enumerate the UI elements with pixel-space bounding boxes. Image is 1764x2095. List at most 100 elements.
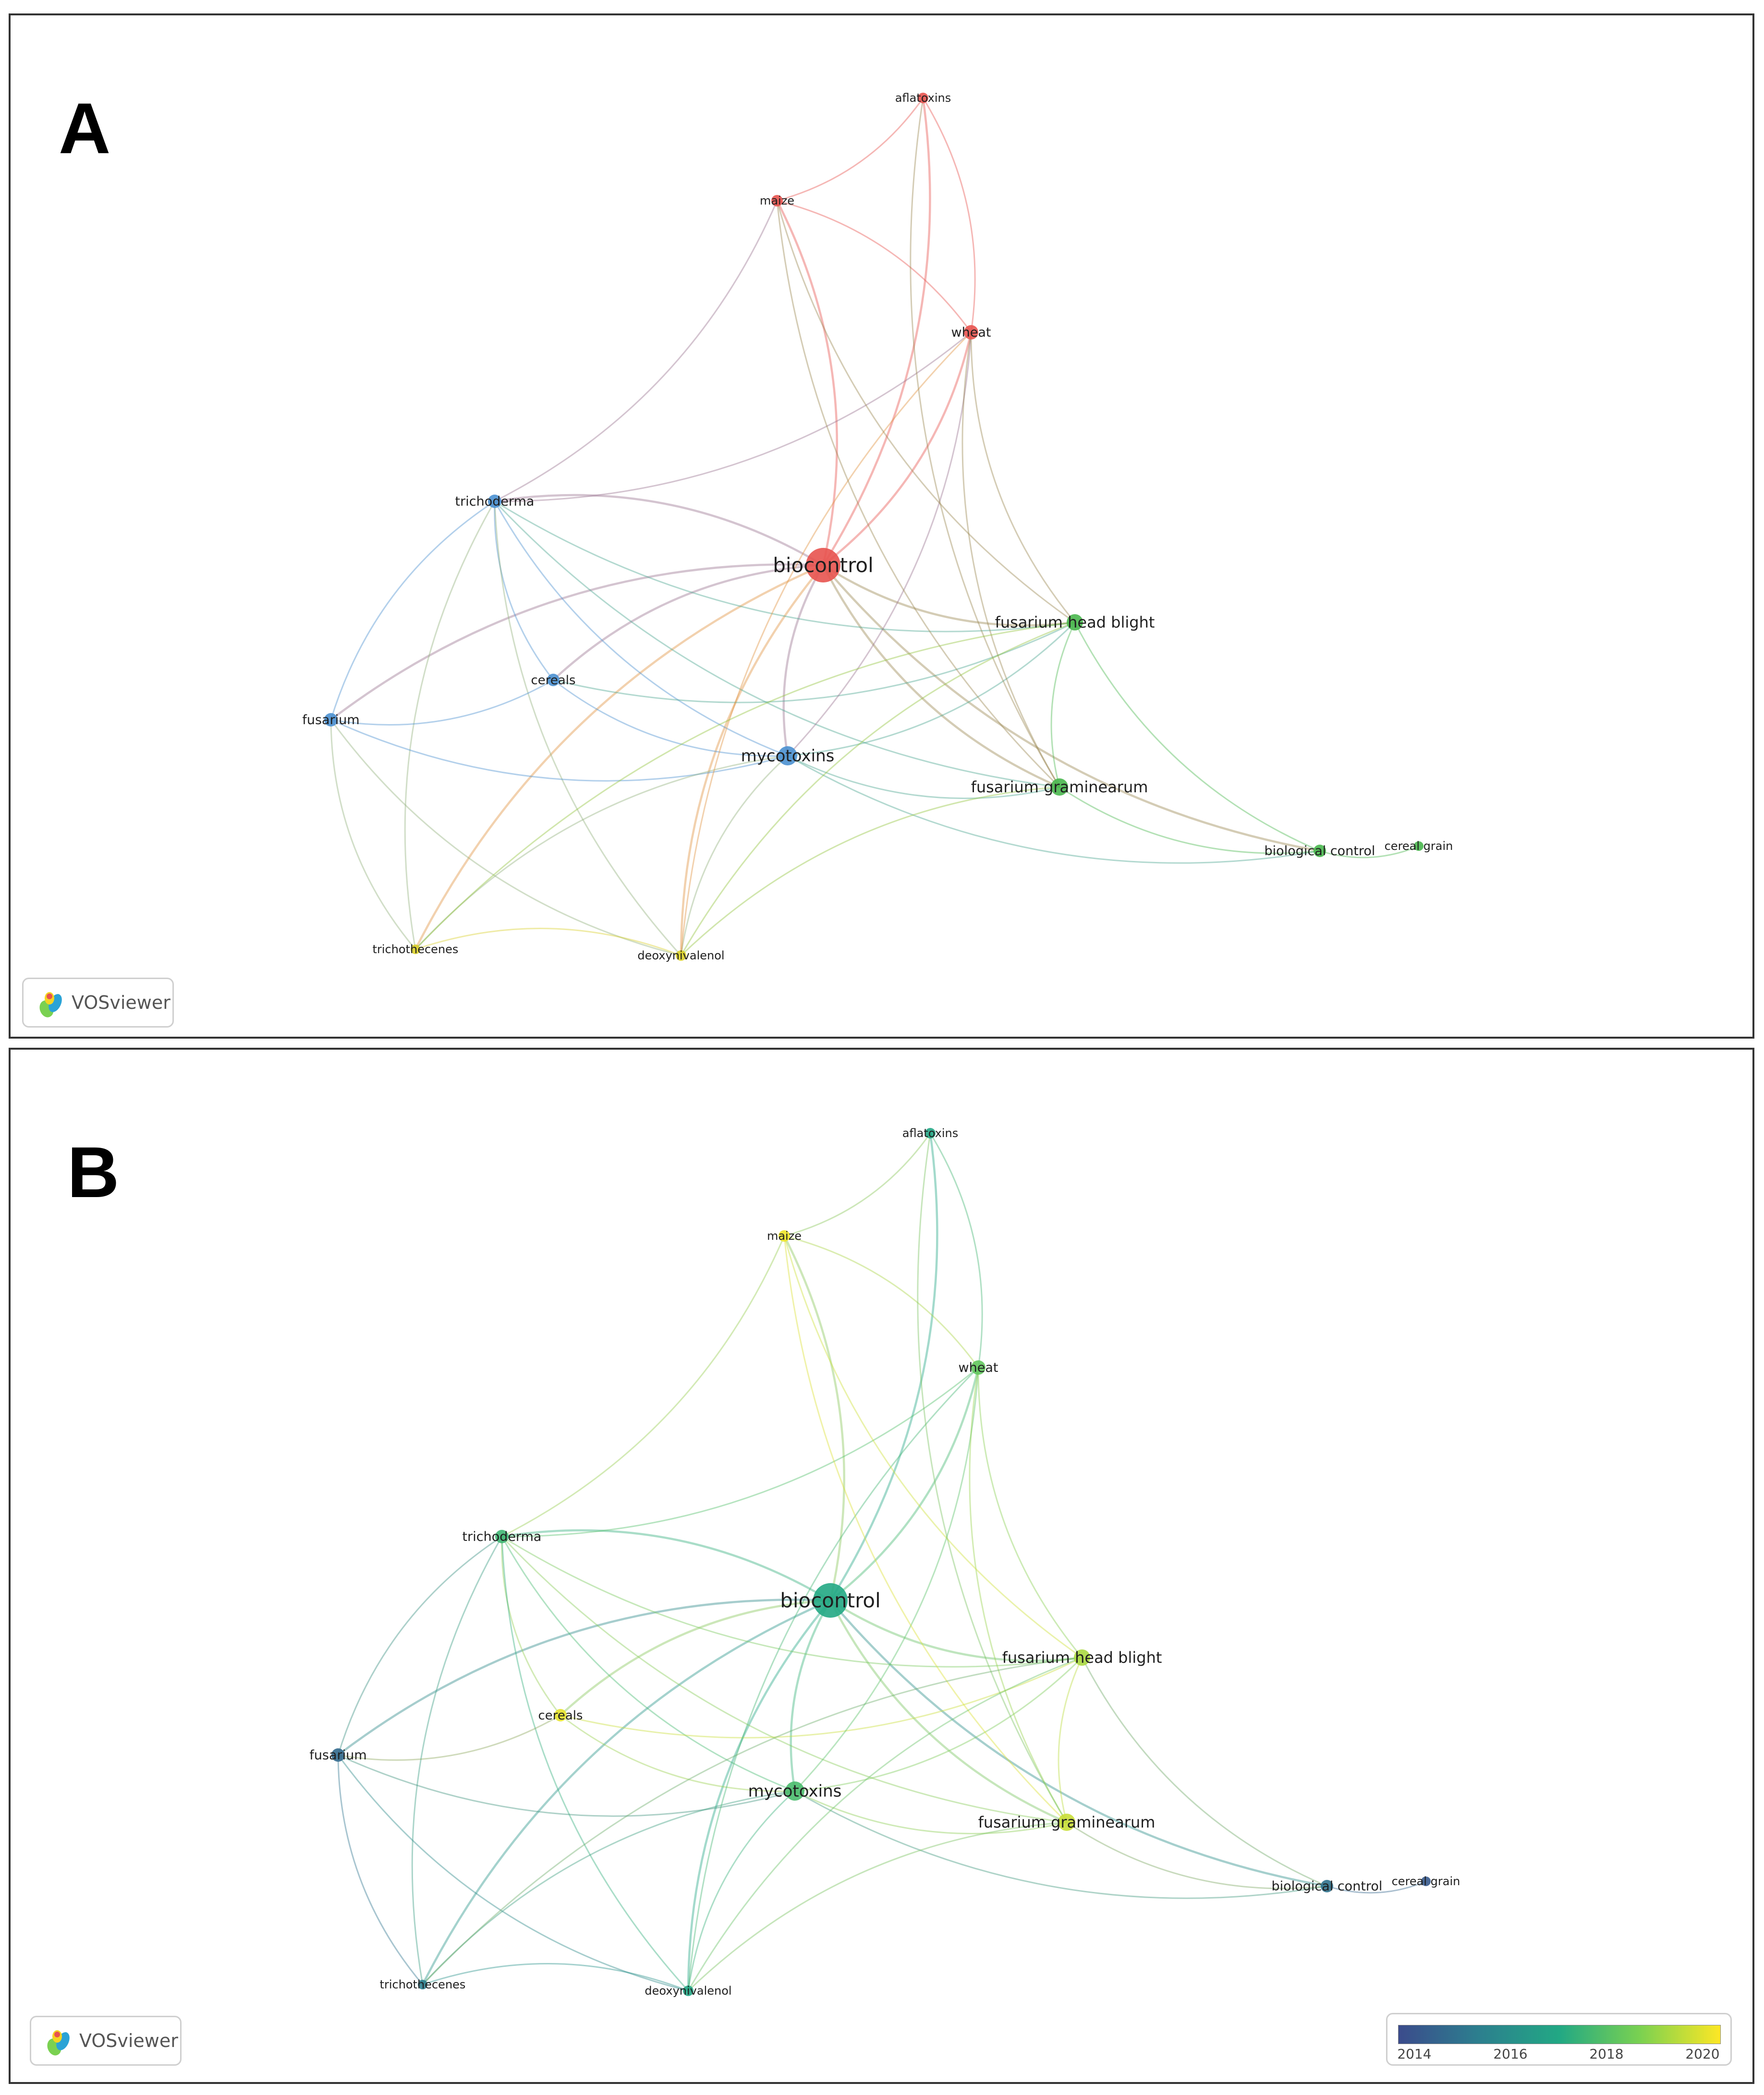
node-circle-fusarium[interactable]: [331, 1748, 345, 1762]
node-mycotoxins[interactable]: mycotoxins: [748, 1781, 842, 1801]
node-label-fusarium: fusarium: [302, 713, 359, 727]
node-trichoderma[interactable]: trichoderma: [455, 494, 535, 509]
node-circle-trichothecenes[interactable]: [411, 945, 420, 954]
link-biocontrol-wheat: [822, 331, 973, 567]
link-fusarium-mycotoxins: [330, 719, 789, 782]
node-cereal-grain[interactable]: cereal grain: [1392, 1875, 1460, 1888]
link-trichoderma-wheat: [501, 1367, 979, 1538]
node-circle-fusarium-graminearum[interactable]: [1051, 778, 1068, 796]
node-wheat[interactable]: wheat: [959, 1360, 998, 1375]
node-trichoderma[interactable]: trichoderma: [462, 1529, 542, 1544]
panel-a: biocontrol mycotoxins fusarium head blight…: [9, 13, 1754, 1039]
node-circle-mycotoxins[interactable]: [778, 746, 797, 765]
link-wheat-maize: [776, 200, 972, 333]
node-circle-cereals[interactable]: [547, 674, 560, 686]
link-mycotoxins-trichothecenes: [422, 1790, 796, 1986]
node-label-cereal-grain: cereal grain: [1385, 839, 1453, 853]
link-mycotoxins-biological-control: [787, 755, 1321, 864]
node-label-cereal-grain: cereal grain: [1392, 1875, 1460, 1888]
vosviewer-badge[interactable]: VOSviewer: [22, 978, 174, 1028]
link-mycotoxins-wheat: [794, 1367, 979, 1792]
node-circle-wheat[interactable]: [964, 325, 978, 339]
node-label-trichothecenes: trichothecenes: [373, 943, 459, 956]
link-maize-fusarium-graminearum: [783, 1235, 1068, 1823]
node-circle-maize[interactable]: [771, 195, 783, 206]
node-biological-control[interactable]: biological control: [1265, 844, 1375, 859]
link-biocontrol-fusarium: [337, 1598, 832, 1756]
node-circle-trichothecenes[interactable]: [418, 1980, 427, 1989]
node-cereal-grain[interactable]: cereal grain: [1385, 839, 1453, 853]
link-biocontrol-fusarium-graminearum: [822, 564, 1061, 788]
node-fusarium[interactable]: fusarium: [302, 713, 359, 727]
node-label-maize: maize: [767, 1229, 802, 1243]
node-maize[interactable]: maize: [760, 194, 794, 207]
network-map-b[interactable]: biocontrol mycotoxins fusarium head blight…: [11, 1050, 1752, 2082]
node-biological-control[interactable]: biological control: [1272, 1879, 1383, 1894]
link-biocontrol-maize: [783, 1235, 845, 1602]
node-circle-biological-control[interactable]: [1314, 845, 1326, 857]
links-layer: [329, 97, 1420, 957]
node-circle-trichoderma[interactable]: [488, 495, 501, 508]
node-biocontrol[interactable]: biocontrol: [780, 1583, 881, 1618]
legend-tick: 2016: [1493, 2046, 1528, 2062]
link-trichoderma-trichothecenes: [404, 500, 496, 950]
node-cereals[interactable]: cereals: [531, 673, 575, 688]
link-trichoderma-mycotoxins: [494, 500, 789, 757]
node-circle-trichoderma[interactable]: [495, 1530, 509, 1543]
link-fusarium-graminearum-biological-control: [1066, 1821, 1328, 1889]
node-fusarium-head-blight[interactable]: fusarium head blight: [1002, 1648, 1162, 1667]
node-circle-fusarium[interactable]: [324, 713, 338, 727]
node-circle-aflatoxins[interactable]: [918, 93, 928, 103]
node-circle-aflatoxins[interactable]: [925, 1128, 936, 1138]
node-fusarium-graminearum[interactable]: fusarium graminearum: [971, 778, 1148, 796]
link-biocontrol-deoxynivalenol: [680, 564, 825, 957]
node-circle-fusarium-head-blight[interactable]: [1067, 614, 1083, 630]
node-fusarium[interactable]: fusarium: [309, 1748, 366, 1763]
node-circle-maize[interactable]: [779, 1230, 790, 1242]
link-wheat-aflatoxins: [922, 97, 976, 333]
link-fusarium-head-blight-deoxynivalenol: [687, 1657, 1083, 1992]
node-circle-biocontrol[interactable]: [813, 1583, 848, 1618]
node-trichothecenes[interactable]: trichothecenes: [380, 1978, 466, 1991]
node-aflatoxins[interactable]: aflatoxins: [895, 91, 951, 105]
panel-letter: A: [59, 88, 111, 169]
node-circle-wheat[interactable]: [971, 1360, 985, 1375]
node-biocontrol[interactable]: biocontrol: [773, 548, 874, 582]
node-fusarium-graminearum[interactable]: fusarium graminearum: [978, 1813, 1156, 1831]
link-biocontrol-cereals: [559, 1599, 832, 1717]
node-label-aflatoxins: aflatoxins: [902, 1126, 958, 1140]
node-mycotoxins[interactable]: mycotoxins: [741, 746, 835, 766]
network-map-a[interactable]: biocontrol mycotoxins fusarium head blight…: [11, 15, 1752, 1037]
node-wheat[interactable]: wheat: [951, 325, 991, 340]
node-circle-fusarium-head-blight[interactable]: [1074, 1649, 1090, 1666]
node-circle-biological-control[interactable]: [1321, 1880, 1333, 1892]
link-fusarium-head-blight-fusarium-graminearum: [1050, 621, 1076, 788]
node-circle-mycotoxins[interactable]: [785, 1781, 804, 1801]
vosviewer-badge[interactable]: VOSviewer: [30, 2016, 182, 2066]
link-deoxynivalenol-trichothecenes: [422, 1963, 689, 1992]
node-deoxynivalenol[interactable]: deoxynivalenol: [645, 1984, 731, 1998]
node-label-fusarium-graminearum: fusarium graminearum: [978, 1813, 1156, 1831]
node-trichothecenes[interactable]: trichothecenes: [373, 943, 459, 956]
node-circle-deoxynivalenol[interactable]: [676, 950, 686, 961]
node-label-cereals: cereals: [538, 1708, 583, 1723]
link-wheat-fusarium-head-blight: [970, 331, 1076, 623]
node-circle-deoxynivalenol[interactable]: [683, 1986, 693, 1996]
link-trichoderma-trichothecenes: [411, 1536, 503, 1986]
node-aflatoxins[interactable]: aflatoxins: [902, 1126, 958, 1140]
node-maize[interactable]: maize: [767, 1229, 802, 1243]
node-circle-cereal-grain[interactable]: [1414, 841, 1423, 851]
link-biocontrol-trichoderma: [500, 1529, 832, 1602]
node-circle-cereal-grain[interactable]: [1421, 1877, 1431, 1886]
link-fusarium-graminearum-deoxynivalenol: [687, 1821, 1068, 1992]
node-fusarium-head-blight[interactable]: fusarium head blight: [995, 613, 1155, 631]
node-label-fusarium-head-blight: fusarium head blight: [1002, 1648, 1162, 1667]
link-wheat-aflatoxins: [929, 1132, 983, 1368]
node-circle-fusarium-graminearum[interactable]: [1058, 1814, 1075, 1831]
link-fusarium-cereals: [337, 1714, 561, 1761]
node-circle-cereals[interactable]: [554, 1709, 567, 1721]
node-deoxynivalenol[interactable]: deoxynivalenol: [637, 949, 724, 962]
node-cereals[interactable]: cereals: [538, 1708, 583, 1723]
node-circle-biocontrol[interactable]: [806, 548, 840, 582]
link-mycotoxins-wheat: [787, 331, 972, 757]
